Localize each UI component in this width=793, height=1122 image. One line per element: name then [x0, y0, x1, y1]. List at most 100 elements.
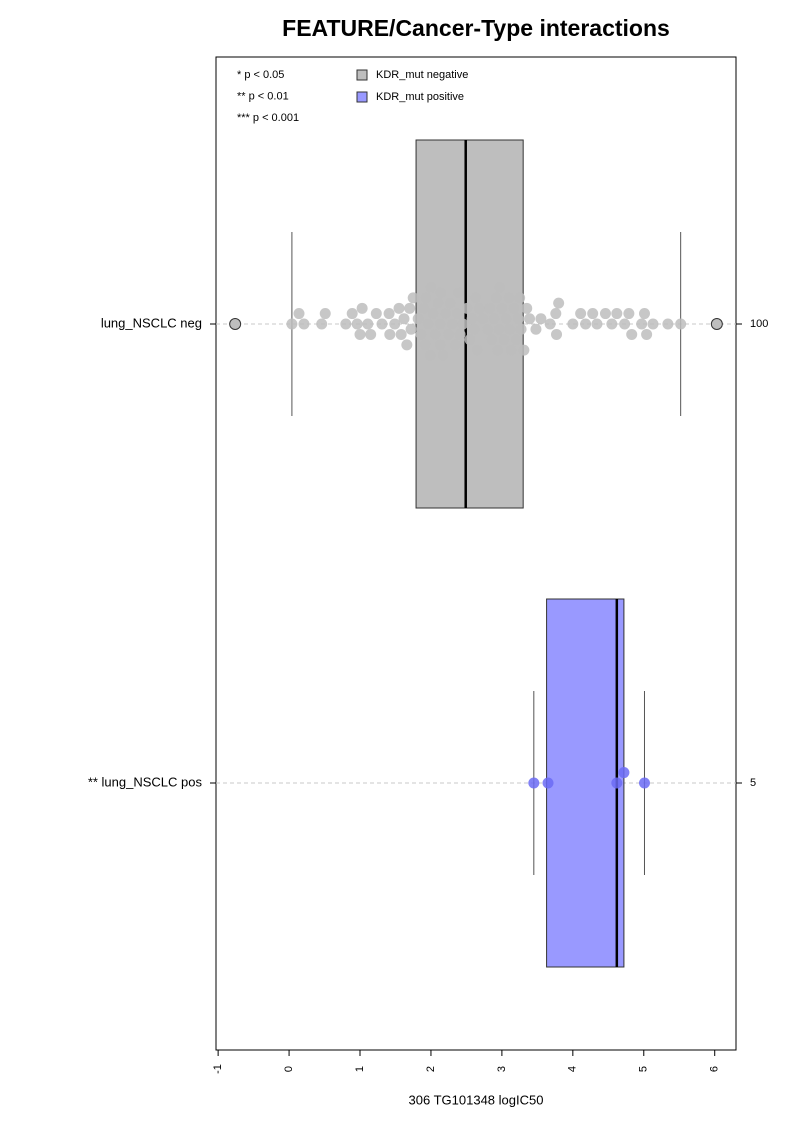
data-point: [611, 777, 623, 789]
data-point: [606, 318, 618, 330]
data-point: [293, 308, 305, 320]
legend-swatch: [356, 69, 368, 81]
outlier: [710, 318, 723, 330]
data-point: [362, 318, 374, 330]
data-point: [466, 313, 478, 325]
data-point: [444, 297, 456, 309]
data-point: [434, 339, 446, 351]
data-point: [503, 292, 515, 304]
data-point: [508, 302, 520, 314]
data-point: [575, 308, 587, 320]
data-point: [611, 308, 623, 320]
data-point: [393, 302, 405, 314]
data-point: [420, 292, 432, 304]
data-point: [500, 313, 512, 325]
data-point: [524, 313, 536, 325]
data-point: [544, 318, 556, 330]
data-point: [542, 777, 554, 789]
data-point: [365, 328, 377, 340]
y-tick-label: ** lung_NSCLC pos: [88, 774, 203, 789]
data-point: [298, 318, 310, 330]
data-point: [490, 292, 502, 304]
data-point: [427, 308, 439, 320]
data-point: [356, 302, 368, 314]
data-point: [415, 328, 427, 340]
data-point: [316, 318, 328, 330]
data-point: [504, 323, 516, 335]
data-point: [464, 334, 476, 346]
data-point: [471, 344, 483, 356]
data-point: [567, 318, 579, 330]
x-axis-label: 306 TG101348 logIC50: [409, 1092, 544, 1107]
data-point: [530, 323, 542, 335]
data-point: [641, 328, 653, 340]
data-point: [395, 328, 407, 340]
data-point: [468, 323, 480, 335]
data-point: [346, 308, 358, 320]
data-point: [319, 308, 331, 320]
data-point: [551, 328, 563, 340]
legend-label: KDR_mut positive: [376, 91, 464, 103]
data-point: [580, 318, 592, 330]
data-point: [424, 349, 436, 361]
data-point: [494, 281, 506, 293]
data-point: [437, 349, 449, 361]
x-tick-label: 5: [638, 1066, 650, 1072]
data-point: [496, 302, 508, 314]
data-point: [404, 302, 416, 314]
data-point: [486, 334, 498, 346]
data-point: [599, 308, 611, 320]
data-point: [457, 318, 469, 330]
data-point: [528, 777, 540, 789]
data-point: [422, 318, 434, 330]
data-point: [512, 313, 524, 325]
data-point: [451, 308, 463, 320]
legend-label: KDR_mut negative: [376, 69, 468, 81]
data-point: [477, 313, 489, 325]
data-point: [453, 287, 465, 299]
x-tick-label: 1: [354, 1066, 366, 1072]
data-point: [662, 318, 674, 330]
data-point: [376, 318, 388, 330]
note: *** p < 0.001: [237, 112, 299, 124]
data-point: [514, 292, 526, 304]
data-point: [482, 323, 494, 335]
data-point: [432, 297, 444, 309]
legend-swatch: [356, 91, 368, 103]
data-point: [412, 313, 424, 325]
data-point: [389, 318, 401, 330]
box: [546, 598, 625, 968]
data-point: [623, 308, 635, 320]
data-point: [626, 328, 638, 340]
data-point: [286, 318, 298, 330]
data-point: [419, 339, 431, 351]
data-point: [587, 308, 599, 320]
data-point: [484, 302, 496, 314]
outlier: [229, 318, 242, 330]
data-point: [354, 328, 366, 340]
data-point: [505, 344, 517, 356]
count-label: 100: [750, 318, 768, 330]
data-point: [370, 308, 382, 320]
data-point: [418, 302, 430, 314]
count-label: 5: [750, 777, 756, 789]
data-point: [619, 318, 631, 330]
data-point: [510, 334, 522, 346]
data-point: [384, 328, 396, 340]
y-tick-label: lung_NSCLC neg: [101, 315, 202, 330]
data-point: [618, 767, 630, 779]
data-point: [492, 344, 504, 356]
data-point: [434, 318, 446, 330]
x-tick-label: 3: [496, 1066, 508, 1072]
data-point: [454, 328, 466, 340]
data-point: [493, 323, 505, 335]
x-tick-label: 4: [567, 1066, 579, 1072]
x-tick-label: 2: [425, 1066, 437, 1072]
x-tick-label: -1: [212, 1064, 224, 1074]
x-tick-label: 6: [709, 1066, 721, 1072]
chart-title: FEATURE/Cancer-Type interactions: [282, 15, 670, 41]
data-point: [443, 328, 455, 340]
data-point: [446, 318, 458, 330]
data-point: [515, 323, 527, 335]
